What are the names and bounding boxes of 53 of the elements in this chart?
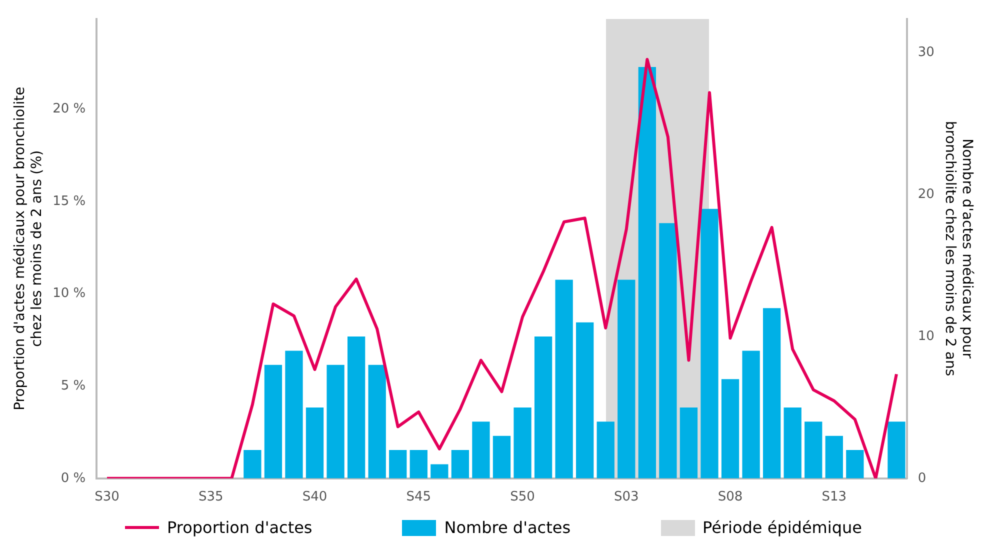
x-tick-label: S03 [614, 490, 639, 505]
bar [618, 280, 636, 478]
x-tick-label: S40 [302, 490, 328, 505]
bar [306, 407, 324, 478]
x-tick-label: S50 [510, 490, 535, 505]
bar [721, 379, 740, 478]
bar [659, 223, 677, 478]
bar [700, 208, 718, 478]
bar [576, 322, 594, 478]
y-tick-label: 10 % [52, 286, 86, 302]
y-tick-label: 20 % [52, 102, 86, 117]
bar [472, 422, 490, 478]
bar [680, 407, 698, 478]
x-tick-label: S08 [718, 490, 743, 505]
bar [555, 280, 573, 478]
bar [347, 336, 366, 478]
y-axis-title: Proportion d'actes médicaux pour bronchiolite chez les moins de 2 ans (%) [12, 86, 45, 410]
y2-tick-label: 0 [918, 470, 926, 486]
y2-axis-title: Nombre d'actes médicaux pour bronchiolite chez les moins de 2 ans [942, 121, 975, 376]
bar [888, 422, 906, 478]
x-tick-label: S30 [94, 490, 120, 505]
x-tick-label: S45 [406, 490, 432, 505]
bar [451, 450, 470, 478]
x-tick-label: S35 [198, 490, 224, 505]
y2-tick-label: 10 [918, 328, 934, 344]
bar [762, 308, 781, 478]
bar [638, 67, 656, 478]
bar [244, 450, 262, 478]
bar [368, 364, 386, 478]
bar [596, 422, 614, 478]
bar [804, 422, 822, 478]
bar [264, 364, 282, 478]
bar [514, 407, 532, 478]
bar [326, 364, 344, 478]
bar [430, 464, 448, 478]
x-tick-label: S13 [822, 490, 847, 505]
y-tick-label: 0 % [60, 470, 86, 486]
bar [825, 436, 843, 478]
bar [784, 407, 802, 478]
bar [742, 350, 760, 478]
text: Période épidémique [702, 518, 862, 537]
legend-label: Proportion d'actes [167, 518, 312, 537]
y-tick-label: 15 % [52, 194, 86, 209]
y2-tick-label: 30 [918, 45, 934, 60]
y2-tick-label: 20 [918, 187, 934, 202]
bar [389, 450, 407, 478]
bar [846, 450, 864, 478]
bar [410, 450, 428, 478]
bar [534, 336, 552, 478]
y-tick-label: 5 % [60, 378, 86, 394]
bar [285, 350, 303, 478]
legend-label: Nombre d'actes [444, 518, 571, 537]
bar [492, 436, 511, 478]
